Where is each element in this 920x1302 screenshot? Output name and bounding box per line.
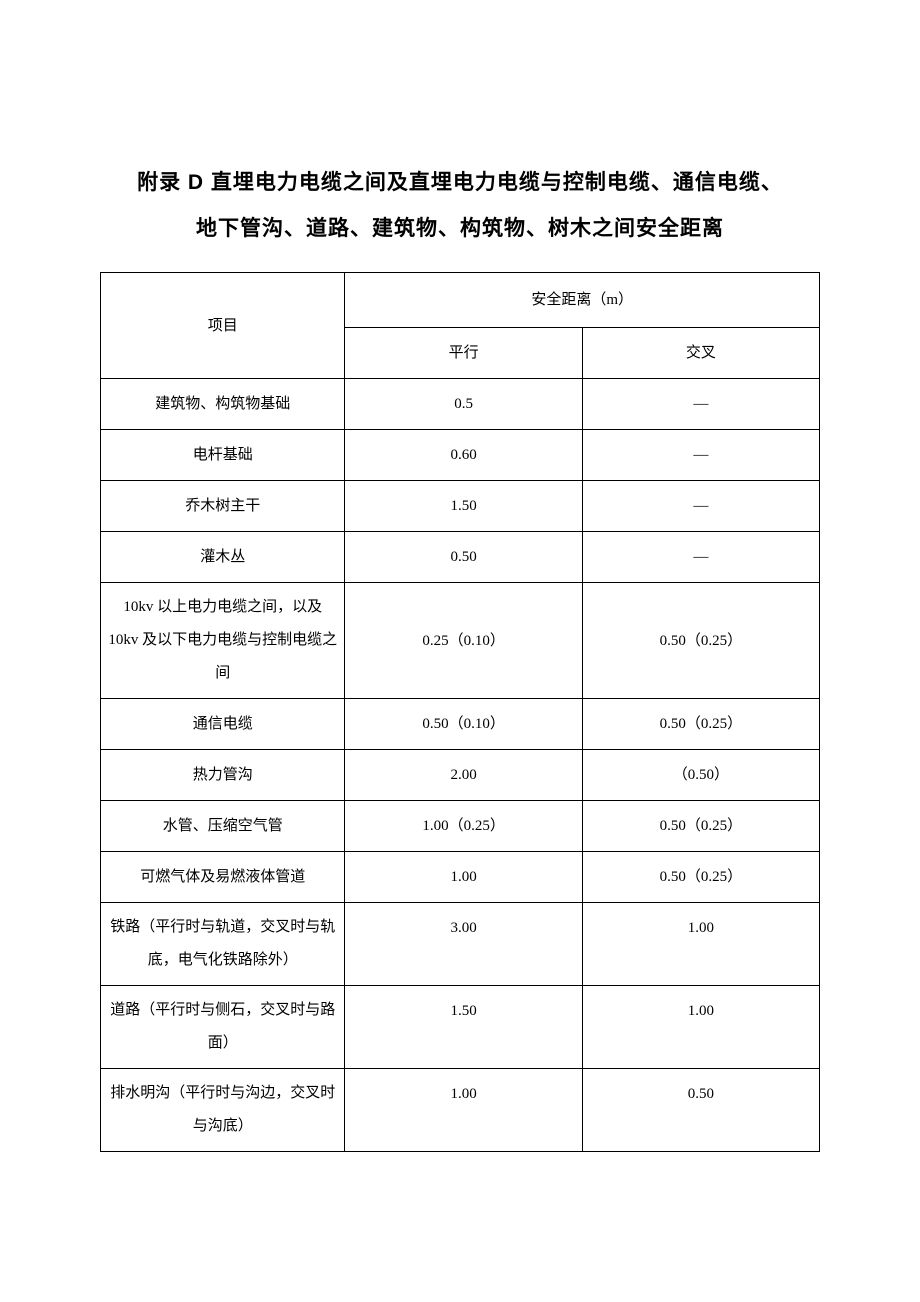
header-cross: 交叉 (582, 328, 819, 379)
title-line-1: 附录 D 直埋电力电缆之间及直埋电力电缆与控制电缆、通信电缆、 (100, 160, 820, 206)
header-item: 项目 (101, 273, 345, 379)
cell-cross: — (582, 430, 819, 481)
cell-parallel: 0.50 (345, 532, 582, 583)
safety-distance-table: 项目 安全距离（m） 平行 交叉 建筑物、构筑物基础 0.5 — 电杆基础 0.… (100, 272, 820, 1152)
cell-item: 乔木树主干 (101, 481, 345, 532)
table-row: 灌木丛 0.50 — (101, 532, 820, 583)
cell-cross: — (582, 532, 819, 583)
table-row: 乔木树主干 1.50 — (101, 481, 820, 532)
table-header-row-1: 项目 安全距离（m） (101, 273, 820, 328)
cell-parallel: 2.00 (345, 750, 582, 801)
cell-cross: — (582, 481, 819, 532)
cell-cross: 1.00 (582, 986, 819, 1069)
document-title: 附录 D 直埋电力电缆之间及直埋电力电缆与控制电缆、通信电缆、 地下管沟、道路、… (100, 160, 820, 252)
cell-item: 排水明沟（平行时与沟边，交叉时与沟底） (101, 1069, 345, 1152)
table-row: 水管、压缩空气管 1.00（0.25） 0.50（0.25） (101, 801, 820, 852)
table-row: 排水明沟（平行时与沟边，交叉时与沟底） 1.00 0.50 (101, 1069, 820, 1152)
table-row: 道路（平行时与侧石，交叉时与路面） 1.50 1.00 (101, 986, 820, 1069)
cell-item: 通信电缆 (101, 699, 345, 750)
header-parallel: 平行 (345, 328, 582, 379)
cell-parallel: 1.00 (345, 1069, 582, 1152)
table-row: 建筑物、构筑物基础 0.5 — (101, 379, 820, 430)
cell-cross: （0.50） (582, 750, 819, 801)
cell-parallel: 1.50 (345, 481, 582, 532)
cell-item: 可燃气体及易燃液体管道 (101, 852, 345, 903)
cell-item: 电杆基础 (101, 430, 345, 481)
cell-parallel: 1.00 (345, 852, 582, 903)
table-row: 热力管沟 2.00 （0.50） (101, 750, 820, 801)
table-row: 电杆基础 0.60 — (101, 430, 820, 481)
cell-cross: 0.50 (582, 1069, 819, 1152)
header-safety-distance: 安全距离（m） (345, 273, 820, 328)
cell-parallel: 0.5 (345, 379, 582, 430)
cell-item: 水管、压缩空气管 (101, 801, 345, 852)
cell-parallel: 0.25（0.10） (345, 583, 582, 699)
table-row: 通信电缆 0.50（0.10） 0.50（0.25） (101, 699, 820, 750)
table-row: 铁路（平行时与轨道，交叉时与轨底，电气化铁路除外） 3.00 1.00 (101, 903, 820, 986)
cell-item: 建筑物、构筑物基础 (101, 379, 345, 430)
cell-item: 道路（平行时与侧石，交叉时与路面） (101, 986, 345, 1069)
cell-cross: 0.50（0.25） (582, 801, 819, 852)
cell-item: 10kv 以上电力电缆之间，以及 10kv 及以下电力电缆与控制电缆之间 (101, 583, 345, 699)
cell-cross: 0.50（0.25） (582, 583, 819, 699)
cell-parallel: 0.60 (345, 430, 582, 481)
cell-parallel: 1.50 (345, 986, 582, 1069)
cell-cross: — (582, 379, 819, 430)
table-row: 10kv 以上电力电缆之间，以及 10kv 及以下电力电缆与控制电缆之间 0.2… (101, 583, 820, 699)
cell-parallel: 3.00 (345, 903, 582, 986)
cell-item: 铁路（平行时与轨道，交叉时与轨底，电气化铁路除外） (101, 903, 345, 986)
cell-item: 灌木丛 (101, 532, 345, 583)
cell-cross: 1.00 (582, 903, 819, 986)
cell-cross: 0.50（0.25） (582, 699, 819, 750)
cell-item: 热力管沟 (101, 750, 345, 801)
cell-parallel: 1.00（0.25） (345, 801, 582, 852)
cell-parallel: 0.50（0.10） (345, 699, 582, 750)
title-line-2: 地下管沟、道路、建筑物、构筑物、树木之间安全距离 (100, 206, 820, 252)
table-row: 可燃气体及易燃液体管道 1.00 0.50（0.25） (101, 852, 820, 903)
cell-cross: 0.50（0.25） (582, 852, 819, 903)
